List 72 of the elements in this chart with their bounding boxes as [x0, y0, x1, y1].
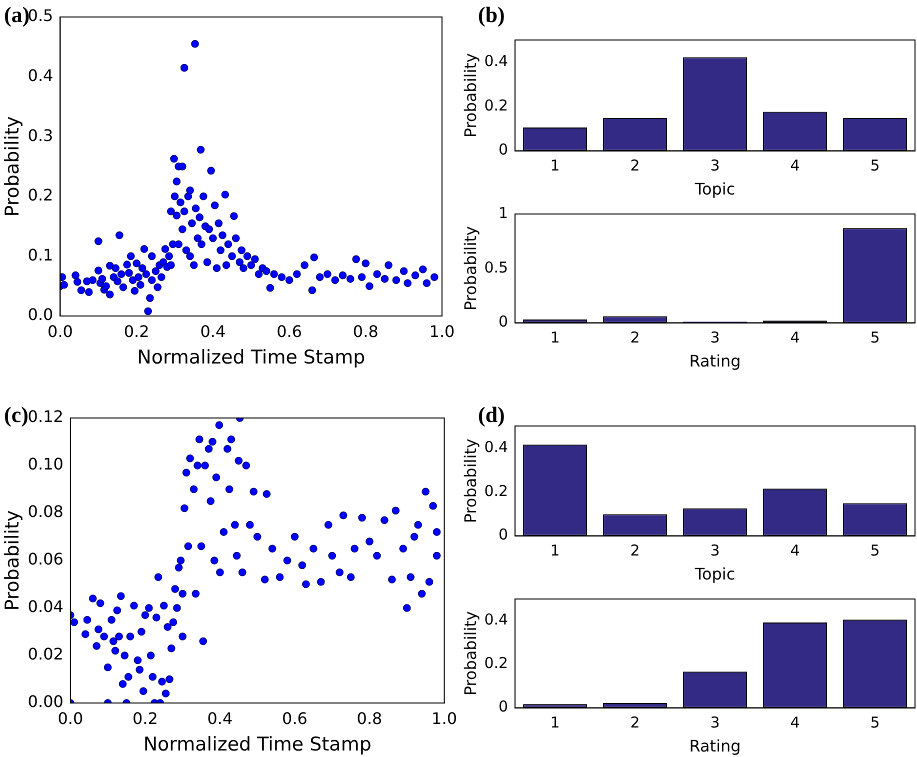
y-tick-label: 0.2 — [484, 482, 508, 500]
x-tick-label: 2 — [630, 156, 640, 175]
y-tick-label: 0.10 — [28, 454, 64, 474]
x-tick-label: 0.6 — [276, 322, 302, 341]
y-tick-label: 0.2 — [484, 96, 508, 114]
x-tick-label: 1 — [550, 328, 560, 347]
x-tick-label: 4 — [790, 156, 800, 175]
chart-title: (c) — [4, 402, 28, 428]
y-tick-label: 0 — [498, 526, 508, 544]
y-tick-label: 0 — [498, 312, 508, 331]
x-tick-label: 3 — [710, 714, 720, 732]
x-tick-label: 1.0 — [432, 708, 458, 728]
y-tick-label: 0.5 — [28, 6, 54, 26]
x-tick-label: 0.2 — [124, 322, 150, 341]
y-tick-label: 0.4 — [28, 66, 54, 85]
y-tick-label: 0.00 — [28, 692, 64, 712]
x-tick-label: 0.6 — [282, 708, 308, 728]
y-tick-label: 0.0 — [28, 305, 54, 324]
x-tick-label: 2 — [630, 328, 640, 347]
chart-title: (a) — [4, 2, 30, 28]
y-tick-label: 0.2 — [28, 186, 54, 205]
x-tick-label: 3 — [710, 156, 720, 175]
x-axis-title: Rating — [689, 736, 741, 756]
x-tick-label: 1 — [550, 156, 560, 175]
x-tick-label: 5 — [870, 542, 880, 560]
x-tick-label: 0.4 — [207, 708, 233, 728]
x-axis-title: Normalized Time Stamp — [143, 734, 372, 756]
x-tick-label: 4 — [790, 542, 800, 560]
x-axis-title: Rating — [689, 352, 741, 371]
x-tick-label: 4 — [790, 328, 800, 347]
y-tick-label: 0.08 — [28, 502, 64, 522]
x-tick-label: 1.0 — [429, 322, 455, 341]
y-axis-title: Probability — [460, 53, 480, 138]
y-axis-title: Probability — [460, 438, 480, 524]
x-tick-label: 0.2 — [132, 708, 158, 728]
x-axis-title: Topic — [694, 180, 736, 199]
y-tick-label: 0.06 — [28, 550, 64, 569]
y-tick-label: 0.4 — [484, 52, 508, 70]
x-tick-label: 5 — [870, 328, 880, 347]
y-axis-title: Probability — [1, 116, 24, 217]
x-tick-label: 0.8 — [356, 708, 382, 728]
chart-title: (d) — [478, 402, 505, 428]
x-tick-label: 3 — [710, 328, 720, 347]
y-tick-label: 0 — [498, 698, 508, 716]
x-tick-label: 1 — [550, 714, 560, 732]
x-tick-label: 1 — [550, 542, 560, 560]
x-axis-title: Normalized Time Stamp — [137, 346, 366, 369]
x-tick-label: 0.4 — [200, 322, 226, 341]
x-tick-label: 0.8 — [352, 322, 378, 341]
y-tick-label: 0.3 — [28, 126, 54, 145]
x-tick-label: 5 — [870, 156, 880, 175]
y-axis-title: Probability — [460, 226, 480, 311]
x-tick-label: 4 — [790, 714, 800, 732]
x-axis-title: Topic — [694, 564, 736, 584]
x-tick-label: 5 — [870, 714, 880, 732]
y-tick-label: 0.4 — [484, 610, 508, 629]
y-tick-label: 0.4 — [484, 438, 508, 456]
y-axis-title: Probability — [1, 510, 24, 611]
y-tick-label: 0.02 — [28, 644, 64, 664]
y-tick-label: 1 — [498, 204, 508, 222]
chart-title: (b) — [478, 2, 505, 28]
x-tick-label: 2 — [630, 542, 640, 560]
x-tick-label: 2 — [630, 714, 640, 732]
y-tick-label: 0.04 — [28, 597, 64, 616]
y-tick-label: 0.1 — [28, 245, 54, 264]
y-tick-label: 0.5 — [484, 258, 508, 276]
y-axis-title: Probability — [460, 611, 480, 696]
y-tick-label: 0.12 — [28, 407, 64, 426]
y-tick-label: 0 — [498, 140, 508, 159]
x-tick-label: 0.0 — [58, 708, 84, 728]
x-tick-label: 3 — [710, 542, 720, 560]
y-tick-label: 0.2 — [484, 654, 508, 672]
